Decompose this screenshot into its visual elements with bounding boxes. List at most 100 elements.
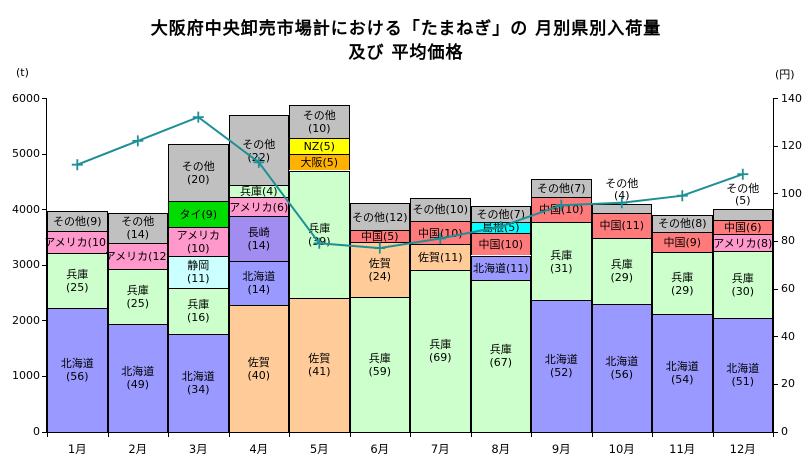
segment-label-name: アメリカ (176, 228, 220, 242)
left-tick-mark (42, 264, 47, 266)
segment-label-value: (49) (126, 378, 150, 392)
bar-6月: 兵庫 (59) 佐賀 (24) 中国(5) その他(12) (349, 203, 410, 432)
right-tick-label: 60 (781, 282, 795, 296)
bar-segment-その他: その他(10) (410, 197, 471, 221)
month-label: 7月 (430, 442, 450, 456)
month-label: 12月 (729, 442, 756, 456)
bar-11月: 北海道 (54) 兵庫 (29) 中国(9) その他(8) (652, 214, 713, 432)
bar-segment-兵庫: 兵庫 (25) (107, 269, 168, 325)
segment-label-name: 兵庫 (126, 284, 149, 298)
segment-label-name: 兵庫 (368, 351, 391, 365)
segment-label-name: その他 (242, 137, 276, 151)
segment-label-value: (40) (247, 368, 271, 382)
bar-segment-北海道: 北海道 (49) (107, 324, 168, 432)
segment-label-name: 北海道 (726, 362, 760, 376)
x-tick-mark (712, 432, 714, 437)
segment-label-name: 兵庫 (308, 221, 331, 235)
bar-segment-兵庫: 兵庫(4) (228, 184, 289, 198)
x-tick-mark (107, 432, 109, 437)
bar-7月: 兵庫 (69) 佐賀(11) 中国(10) その他(10) (410, 197, 471, 432)
segment-label-name: 北海道 (544, 353, 578, 367)
x-tick-mark (349, 432, 351, 437)
bar-segment-その他: その他(12) (349, 203, 410, 231)
bar-segment-その他: その他(7) (531, 179, 592, 197)
right-tick-mark (773, 383, 778, 385)
bar-segment-佐賀: 佐賀(11) (410, 244, 471, 271)
segment-label-name: 兵庫 (671, 270, 694, 284)
segment-label-name: 兵庫 (550, 248, 573, 262)
price-line-markers (71, 111, 749, 254)
month-label: 3月 (188, 442, 208, 456)
right-axis-line (773, 98, 774, 433)
segment-label-name: 兵庫 (731, 272, 754, 286)
bar-segment-その他: その他(9) (47, 210, 108, 231)
bar-segment-その他: その他(10) (289, 105, 350, 138)
bar-segment-NZ: NZ(5) (289, 137, 350, 155)
segment-label: アメリカ(10) (44, 235, 111, 249)
month-label: 9月 (551, 442, 571, 456)
chart-title: 大阪府中央卸売市場計における「たまねぎ」の 月別県別入荷量 及び 平均価格 (0, 17, 812, 65)
segment-label-value: (10) (186, 241, 210, 255)
bar-segment-佐賀: 佐賀 (24) (349, 241, 410, 297)
left-tick-label: 3000 (12, 258, 40, 272)
segment-label-value: (24) (368, 269, 392, 283)
bar-4月: 佐賀 (40) 北海道 (14) 長崎 (14) アメリカ(6) 兵庫(4) その他 (22) (228, 115, 289, 432)
left-tick-mark (42, 320, 47, 322)
segment-label-name: 兵庫 (429, 338, 452, 352)
bar-segment-兵庫: 兵庫 (31) (531, 222, 592, 301)
segment-label-value: (14) (247, 283, 271, 297)
right-tick-label: 120 (781, 139, 802, 153)
segment-label-above: その他 (5) (713, 183, 774, 207)
segment-label: その他(10) (412, 203, 469, 217)
segment-label-name: 北海道 (121, 365, 155, 379)
segment-label-above: その他 (4) (592, 176, 653, 202)
segment-label-value: (31) (549, 261, 573, 275)
segment-label: 中国(11) (599, 219, 645, 233)
segment-label: アメリカ(6) (229, 200, 289, 214)
segment-label-value: (69) (428, 351, 452, 365)
left-tick-label: 1000 (12, 369, 40, 383)
bar-segment-中国: 中国(5) (349, 230, 410, 243)
segment-label-name: 兵庫 (610, 258, 633, 272)
bar-3月: 北海道 (34) 兵庫 (16) 静岡 (11) アメリカ (10) タイ(9) その他 (20) (168, 143, 229, 432)
bar-9月: 北海道 (52) 兵庫 (31) 中国(10) その他(7) (531, 179, 592, 432)
segment-label: その他(12) (351, 210, 408, 224)
segment-label-value: (41) (307, 365, 331, 379)
bar-segment-その他: その他 (14) (107, 212, 168, 244)
segment-label-value: (67) (489, 356, 513, 370)
bar-segment-兵庫: 兵庫 (25) (47, 252, 108, 308)
segment-label-value: (30) (731, 285, 755, 299)
bars-layer: 北海道 (56) 兵庫 (25) アメリカ(10) その他(9) 北海道 (49) 兵庫 (25)… (44, 98, 774, 432)
month-label: 5月 (309, 442, 329, 456)
bar-segment-中国: 中国(9) (652, 232, 713, 252)
segment-label-name: 兵庫 (489, 343, 512, 357)
segment-label-name: その他 (302, 109, 336, 123)
bar-segment-北海道: 北海道 (56) (591, 303, 652, 432)
right-tick-mark (773, 98, 778, 99)
x-tick-mark (652, 432, 653, 437)
bar-segment-タイ: タイ(9) (168, 201, 229, 228)
bar-segment-その他: その他 (20) (168, 143, 229, 202)
segment-label-value: (5) (734, 194, 751, 208)
segment-label: NZ(5) (303, 140, 335, 154)
segment-label: 中国(6) (723, 220, 762, 234)
right-axis-unit: (円) (775, 68, 795, 81)
segment-label: その他(8) (657, 217, 707, 231)
segment-label-name: 静岡 (187, 259, 210, 273)
segment-label: 中国(10) (478, 238, 524, 252)
left-tick-label: 6000 (12, 91, 40, 105)
bar-segment-佐賀: 佐賀 (41) (289, 297, 350, 432)
x-axis-line (46, 431, 774, 433)
segment-label-value: (16) (186, 311, 210, 325)
chart-title-line1: 大阪府中央卸売市場計における「たまねぎ」の 月別県別入荷量 (150, 19, 662, 39)
x-tick-mark (47, 432, 48, 437)
segment-label-name: その他 (605, 176, 639, 190)
right-tick-label: 40 (781, 329, 795, 343)
segment-label: 中国(9) (663, 235, 702, 249)
segment-label-name: 長崎 (247, 226, 270, 240)
right-tick-mark (773, 193, 778, 195)
x-tick-mark (773, 432, 774, 437)
month-label: 8月 (491, 442, 511, 456)
right-tick-mark (773, 240, 778, 242)
